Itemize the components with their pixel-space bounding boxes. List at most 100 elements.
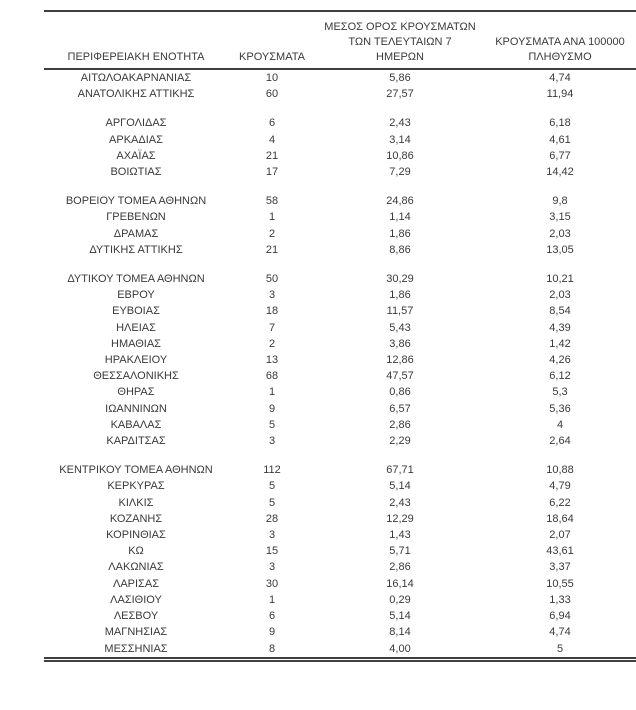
- per100k-cell: 10,55: [546, 577, 574, 590]
- per100k-cell: 6,77: [549, 149, 571, 162]
- avg7-cell: 2,86: [389, 561, 411, 574]
- table-row: ΑΧΑΪΑΣ 21 10,86 6,77: [44, 148, 636, 164]
- avg7-cell: 8,14: [389, 626, 411, 639]
- header-7day-average: ΜΕΣΟΣ ΟΡΟΣ ΚΡΟΥΣΜΑΤΩΝ ΤΩΝ ΤΕΛΕΥΤΑΙΩΝ 7 Η…: [316, 11, 484, 70]
- region-cell: ΜΑΓΝΗΣΙΑΣ: [104, 626, 168, 639]
- per100k-cell: 4,74: [549, 626, 571, 639]
- region-cell: ΘΕΣΣΑΛΟΝΙΚΗΣ: [93, 370, 179, 383]
- region-cell: ΕΥΒΟΙΑΣ: [112, 305, 160, 318]
- table-row: ΒΟΙΩΤΙΑΣ 17 7,29 14,42: [44, 164, 636, 180]
- per100k-cell: 4: [556, 418, 564, 431]
- region-cell: ΑΙΤΩΛΟΑΚΑΡΝΑΝΙΑΣ: [80, 72, 192, 84]
- table-row: ΗΡΑΚΛΕΙΟΥ 13 12,86 4,26: [44, 352, 636, 368]
- cases-cell: 3: [268, 435, 276, 448]
- region-cell: ΘΗΡΑΣ: [117, 386, 155, 399]
- avg7-cell: 10,86: [386, 149, 414, 162]
- per100k-cell: 18,64: [546, 512, 574, 525]
- avg7-cell: 27,57: [386, 88, 414, 101]
- regional-cases-table: ΠΕΡΙΦΕΡΕΙΑΚΗ ΕΝΟΤΗΤΑ ΚΡΟΥΣΜΑΤΑ ΜΕΣΟΣ ΟΡΟ…: [44, 10, 636, 662]
- table-row: ΛΑΚΩΝΙΑΣ 3 2,86 3,37: [44, 559, 636, 575]
- avg7-cell: 24,86: [386, 195, 414, 208]
- per100k-cell: 5,36: [549, 402, 571, 415]
- region-cell: ΒΟΙΩΤΙΑΣ: [110, 166, 162, 179]
- avg7-cell: 67,71: [386, 464, 414, 477]
- region-cell: ΚΟΖΑΝΗΣ: [109, 512, 163, 525]
- avg7-cell: 1,86: [389, 289, 411, 302]
- header-region: ΠΕΡΙΦΕΡΕΙΑΚΗ ΕΝΟΤΗΤΑ: [44, 11, 228, 70]
- table-body: ΑΙΤΩΛΟΑΚΑΡΝΑΝΙΑΣ 10 5,86 4,74 ΑΝΑΤΟΛΙΚΗΣ…: [44, 69, 636, 659]
- region-cell: ΚΕΡΚΥΡΑΣ: [107, 480, 165, 493]
- region-cell: ΑΡΚΑΔΙΑΣ: [109, 133, 163, 146]
- table-row: ΚΟΖΑΝΗΣ 28 12,29 18,64: [44, 511, 636, 527]
- group-spacer-cell: [44, 258, 636, 271]
- table-row: ΜΑΓΝΗΣΙΑΣ 9 8,14 4,74: [44, 624, 636, 640]
- per100k-cell: 9,8: [552, 195, 568, 208]
- table-row: ΓΡΕΒΕΝΩΝ 1 1,14 3,15: [44, 209, 636, 225]
- per100k-cell: 2,07: [549, 529, 571, 542]
- per100k-cell: 6,22: [549, 496, 571, 509]
- avg7-cell: 8,86: [389, 243, 411, 256]
- group-spacer-cell: [44, 449, 636, 462]
- cases-cell: 60: [265, 88, 279, 101]
- region-cell: ΚΕΝΤΡΙΚΟΥ ΤΟΜΕΑ ΑΘΗΝΩΝ: [59, 464, 213, 477]
- per100k-cell: 10,21: [546, 273, 574, 286]
- cases-cell: 4: [268, 133, 276, 146]
- per100k-cell: 4,26: [549, 354, 571, 367]
- avg7-cell: 7,29: [389, 166, 411, 179]
- per100k-cell: 6,18: [549, 117, 571, 130]
- table-row: ΗΛΕΙΑΣ 7 5,43 4,39: [44, 320, 636, 336]
- cases-cell: 112: [263, 464, 281, 477]
- per100k-cell: 3,37: [549, 561, 571, 574]
- per100k-cell: 13,05: [546, 243, 574, 256]
- cases-cell: 3: [268, 289, 276, 302]
- cases-cell: 1: [268, 386, 276, 399]
- cases-cell: 6: [268, 117, 276, 130]
- avg7-cell: 16,14: [386, 577, 414, 590]
- per100k-cell: 2,64: [549, 435, 571, 448]
- region-cell: ΔΡΑΜΑΣ: [113, 227, 159, 240]
- region-cell: ΚΑΒΑΛΑΣ: [110, 418, 162, 431]
- table-row: ΜΕΣΣΗΝΙΑΣ 8 4,00 5: [44, 641, 636, 660]
- cases-cell: 17: [265, 166, 279, 179]
- avg7-cell: 5,71: [389, 545, 411, 558]
- per100k-cell: 5: [556, 642, 564, 655]
- cases-cell: 3: [268, 561, 276, 574]
- region-cell: ΔΥΤΙΚΟΥ ΤΟΜΕΑ ΑΘΗΝΩΝ: [67, 273, 205, 286]
- cases-cell: 5: [268, 496, 276, 509]
- avg7-cell: 4,00: [389, 642, 411, 655]
- table-row: ΑΡΓΟΛΙΔΑΣ 6 2,43 6,18: [44, 115, 636, 131]
- table-header: ΠΕΡΙΦΕΡΕΙΑΚΗ ΕΝΟΤΗΤΑ ΚΡΟΥΣΜΑΤΑ ΜΕΣΟΣ ΟΡΟ…: [44, 11, 636, 70]
- region-cell: ΑΧΑΪΑΣ: [116, 149, 156, 162]
- table-row: ΙΩΑΝΝΙΝΩΝ 9 6,57 5,36: [44, 401, 636, 417]
- region-cell: ΚΑΡΔΙΤΣΑΣ: [106, 435, 166, 448]
- region-cell: ΛΑΡΙΣΑΣ: [112, 577, 159, 590]
- avg7-cell: 2,86: [389, 418, 411, 431]
- group-spacer-cell: [44, 102, 636, 115]
- avg7-cell: 2,29: [389, 435, 411, 448]
- avg7-cell: 12,29: [386, 512, 414, 525]
- avg7-cell: 0,86: [389, 386, 411, 399]
- per100k-cell: 6,12: [549, 370, 571, 383]
- region-cell: ΗΜΑΘΙΑΣ: [111, 337, 161, 350]
- header-7day-average-line2: ΤΩΝ ΤΕΛΕΥΤΑΙΩΝ 7: [348, 36, 452, 48]
- per100k-cell: 8,54: [549, 305, 571, 318]
- group-spacer-row: [44, 258, 636, 271]
- table-row: ΘΗΡΑΣ 1 0,86 5,3: [44, 384, 636, 400]
- header-7day-average-line3: ΗΜΕΡΩΝ: [376, 51, 424, 63]
- table-row: ΘΕΣΣΑΛΟΝΙΚΗΣ 68 47,57 6,12: [44, 368, 636, 384]
- region-cell: ΚΙΛΚΙΣ: [118, 496, 154, 509]
- table-row: ΛΑΣΙΘΙΟΥ 1 0,29 1,33: [44, 592, 636, 608]
- cases-cell: 21: [265, 149, 279, 162]
- table-row: ΕΥΒΟΙΑΣ 18 11,57 8,54: [44, 303, 636, 319]
- cases-cell: 21: [265, 243, 279, 256]
- cases-cell: 50: [265, 273, 279, 286]
- cases-cell: 2: [268, 227, 276, 240]
- region-cell: ΚΟΡΙΝΘΙΑΣ: [106, 529, 166, 542]
- avg7-cell: 6,57: [389, 402, 411, 415]
- table-row: ΚΕΡΚΥΡΑΣ 5 5,14 4,79: [44, 478, 636, 494]
- cases-cell: 68: [265, 370, 279, 383]
- cases-cell: 15: [265, 545, 279, 558]
- table-row: ΚΟΡΙΝΘΙΑΣ 3 1,43 2,07: [44, 527, 636, 543]
- table-row: ΚΕΝΤΡΙΚΟΥ ΤΟΜΕΑ ΑΘΗΝΩΝ 112 67,71 10,88: [44, 462, 636, 478]
